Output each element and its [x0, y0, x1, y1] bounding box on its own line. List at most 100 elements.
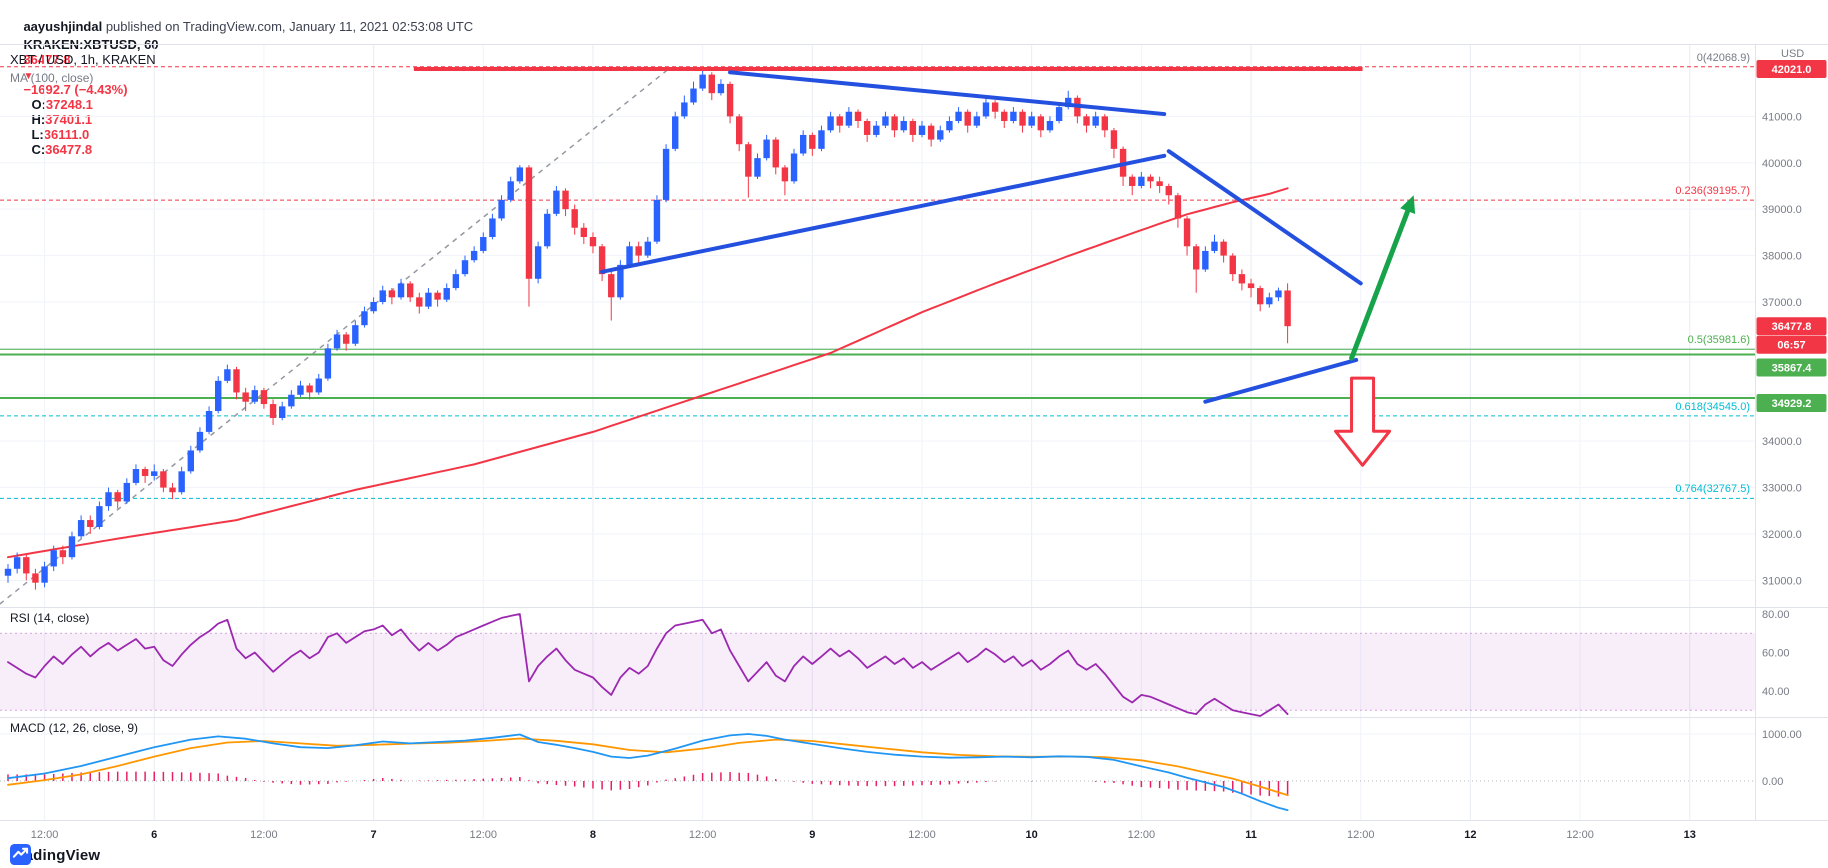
ma-100-line — [7, 187, 1289, 559]
candle-body — [169, 487, 176, 493]
candle-body — [644, 241, 651, 256]
low-label: L: — [31, 127, 44, 142]
ma-indicator-label[interactable]: MA (100, close) — [10, 71, 94, 85]
byline-username: aayushjindal — [23, 19, 103, 34]
high-label: H: — [31, 112, 46, 127]
candle-body — [205, 411, 213, 432]
candle-body — [480, 237, 487, 251]
candle-body — [50, 550, 57, 567]
candle-body — [818, 130, 825, 149]
candle-body — [470, 250, 478, 261]
candle-body — [397, 283, 405, 298]
candle-body — [809, 134, 816, 149]
candle-body — [196, 431, 204, 451]
rsi-indicator-label[interactable]: RSI (14, close) — [10, 611, 90, 625]
rsi-tick-label: 40.00 — [1762, 686, 1790, 698]
change-down-arrow-icon: ▼ — [23, 71, 34, 82]
candle-body — [379, 290, 386, 302]
candle-body — [1092, 116, 1099, 126]
candle-body — [251, 390, 258, 402]
candle-body — [973, 116, 981, 126]
candle-body — [626, 246, 633, 265]
candle-body — [406, 283, 414, 298]
tradingview-logo-icon[interactable] — [10, 844, 31, 865]
brand-text[interactable]: TradingView — [10, 846, 101, 864]
candle-body — [690, 88, 697, 103]
green-up-arrowhead — [1400, 195, 1416, 214]
candle-body — [141, 469, 149, 476]
time-axis-label: 12:00 — [1128, 829, 1156, 841]
candle-body — [525, 167, 533, 279]
candle-body — [297, 385, 304, 395]
fib-label-0: 0(42068.9) — [1696, 51, 1750, 64]
chart-canvas[interactable]: 80.00 60.00 40.00 1000.00 0.00 41000.0 40000.0… — [0, 44, 1828, 868]
candle-body — [598, 246, 606, 275]
price-tick-label: 37000.0 — [1762, 297, 1802, 309]
fib-label-3: 0.618(34545.0) — [1675, 400, 1750, 413]
price-tick-label: 39000.0 — [1762, 204, 1802, 216]
candle-body — [41, 566, 48, 583]
candle-body — [1055, 107, 1063, 122]
candle-body — [224, 369, 231, 381]
time-axis-label: 12:00 — [689, 829, 717, 841]
candle-body — [982, 102, 990, 117]
price-tick-label: 38000.0 — [1762, 251, 1802, 263]
candle-body — [863, 121, 871, 135]
green-up-arrow — [1349, 202, 1413, 361]
candle-body — [233, 369, 240, 393]
candle-body — [900, 121, 907, 131]
low-value: 36111.0 — [43, 127, 90, 142]
candle-body — [32, 573, 39, 583]
price-scale-axis[interactable] — [1755, 44, 1828, 820]
candle-body — [105, 492, 112, 507]
candle-body — [388, 290, 396, 298]
byline: aayushjindal published on TradingView.co… — [9, 4, 473, 49]
candle-body — [187, 450, 194, 472]
candle-body — [681, 102, 688, 117]
candle-body — [178, 471, 185, 493]
time-axis-label: 12:00 — [1566, 829, 1594, 841]
level-badge-42021-label: 42021.0 — [1772, 64, 1812, 76]
macd-tick-label: 0.00 — [1762, 776, 1783, 788]
footer-brand-link[interactable]: TradingView — [10, 844, 100, 866]
candle-body — [991, 102, 999, 112]
candle-body — [873, 125, 880, 135]
minor-support-line — [1203, 357, 1359, 404]
candle-body — [1275, 290, 1282, 298]
time-scale-axis[interactable] — [0, 820, 1828, 846]
candle-body — [1220, 241, 1227, 256]
candle-body — [1101, 116, 1108, 131]
candle-body — [1256, 288, 1264, 305]
level-badge-34929 — [1756, 394, 1827, 413]
candle-body — [352, 325, 359, 344]
currency-label: USD — [1781, 48, 1805, 60]
candle-body — [726, 83, 734, 117]
candle-body — [151, 471, 158, 476]
candle-body — [13, 557, 21, 569]
time-axis-label: 12:00 — [31, 829, 59, 841]
candle-body — [562, 190, 569, 210]
chart-area[interactable]: 80.00 60.00 40.00 1000.00 0.00 41000.0 40000.0… — [0, 44, 1828, 868]
time-axis-label: 8 — [590, 829, 596, 841]
candle-body — [580, 227, 588, 238]
candle-body — [955, 111, 962, 122]
candle-body — [370, 301, 377, 312]
level-badge-35867 — [1756, 358, 1827, 377]
candle-body — [1202, 250, 1209, 270]
candle-body — [507, 181, 514, 200]
candle-body — [845, 111, 853, 126]
time-axis-label: 12 — [1464, 829, 1476, 841]
time-axis-label: 12:00 — [1347, 829, 1375, 841]
candle-body — [699, 74, 706, 89]
candle-body — [662, 148, 670, 200]
candle-body — [4, 568, 12, 576]
macd-indicator-label[interactable]: MACD (12, 26, close, 9) — [10, 721, 139, 735]
candle-body — [964, 111, 971, 126]
main-pane-title[interactable]: XBT / USD, 1h, KRAKEN — [10, 52, 156, 67]
close-label: C: — [31, 142, 46, 157]
candle-body — [123, 482, 131, 502]
candle-body — [242, 392, 249, 402]
candle-body — [589, 237, 597, 247]
byline-publish-info: published on TradingView.com, January 11… — [102, 19, 474, 34]
candle-body — [891, 116, 898, 131]
